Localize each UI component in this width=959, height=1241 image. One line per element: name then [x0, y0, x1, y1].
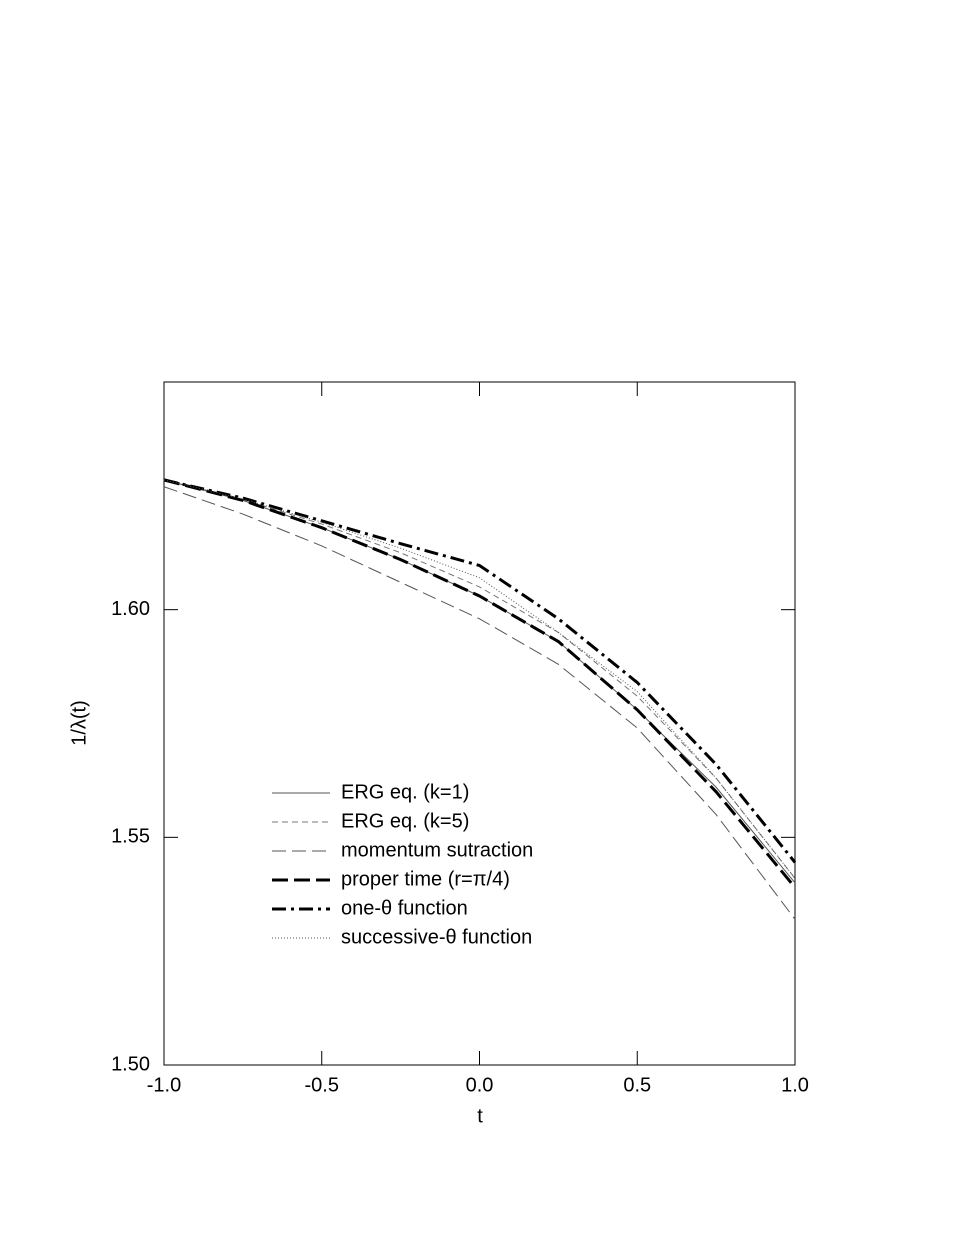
- y-tick-label: 1.55: [111, 826, 150, 848]
- x-axis-label: t: [477, 1105, 483, 1127]
- x-tick-label: -1.0: [147, 1074, 181, 1096]
- x-tick-label: 0.0: [466, 1074, 494, 1096]
- y-axis-label: 1/λ(t): [68, 700, 90, 746]
- y-tick-label: 1.60: [111, 598, 150, 620]
- legend-label: one-θ function: [341, 897, 468, 919]
- plot-frame: [163, 381, 796, 1066]
- x-tick-label: 1.0: [781, 1074, 809, 1096]
- series-line: [163, 478, 797, 889]
- x-tick-label: -0.5: [305, 1074, 339, 1096]
- series-line: [163, 479, 796, 879]
- y-tick-label: 1.50: [111, 1053, 150, 1075]
- legend-label: ERG eq. (k=1): [341, 781, 469, 803]
- x-tick-label: 0.5: [623, 1074, 651, 1096]
- series-line: [163, 479, 796, 879]
- series-line: [163, 478, 797, 864]
- series-line: [163, 486, 796, 920]
- series-line: [163, 479, 796, 884]
- legend-label: successive-θ function: [341, 926, 532, 948]
- legend-label: proper time (r=π/4): [341, 868, 510, 890]
- legend-label: momentum sutraction: [341, 839, 533, 861]
- legend-label: ERG eq. (k=5): [341, 810, 469, 832]
